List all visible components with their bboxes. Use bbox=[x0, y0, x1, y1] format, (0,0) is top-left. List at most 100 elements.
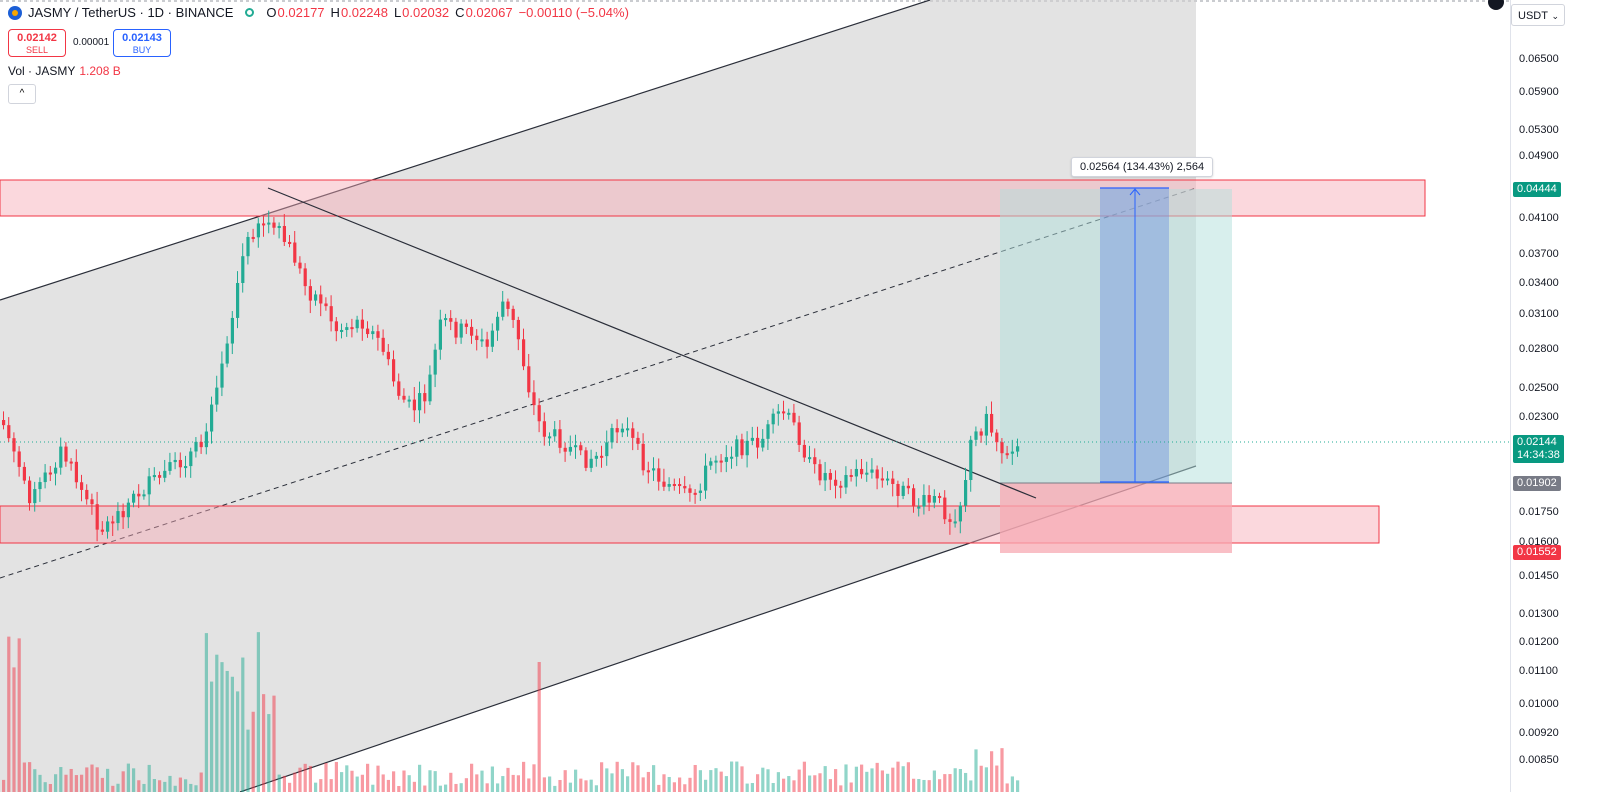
candle[interactable] bbox=[558, 429, 562, 448]
candle[interactable] bbox=[990, 413, 994, 433]
candle[interactable] bbox=[17, 451, 21, 467]
candle[interactable] bbox=[969, 439, 973, 481]
candle[interactable] bbox=[277, 225, 281, 228]
candle[interactable] bbox=[184, 466, 188, 469]
candle[interactable] bbox=[548, 436, 552, 439]
candle[interactable] bbox=[683, 486, 687, 489]
candle[interactable] bbox=[480, 339, 484, 342]
candle[interactable] bbox=[672, 484, 676, 487]
candle[interactable] bbox=[724, 457, 728, 462]
candle[interactable] bbox=[995, 432, 999, 443]
candle[interactable] bbox=[438, 319, 442, 350]
currency-select[interactable]: USDT ⌄ bbox=[1511, 4, 1565, 26]
candle[interactable] bbox=[454, 321, 458, 338]
descending-trendline[interactable] bbox=[267, 187, 1037, 499]
candle[interactable] bbox=[449, 318, 453, 322]
candle[interactable] bbox=[922, 494, 926, 507]
candle[interactable] bbox=[215, 387, 219, 405]
candle[interactable] bbox=[594, 455, 598, 459]
candle[interactable] bbox=[849, 474, 853, 477]
candle[interactable] bbox=[797, 422, 801, 445]
candle[interactable] bbox=[314, 294, 318, 301]
collapse-legend-button[interactable]: ^ bbox=[8, 84, 36, 104]
candle[interactable] bbox=[423, 393, 427, 402]
candle[interactable] bbox=[1016, 446, 1020, 452]
candle[interactable] bbox=[834, 479, 838, 486]
candle[interactable] bbox=[501, 301, 505, 317]
candle[interactable] bbox=[80, 482, 84, 490]
candle[interactable] bbox=[516, 319, 520, 340]
candle[interactable] bbox=[828, 472, 832, 480]
candle[interactable] bbox=[932, 495, 936, 503]
candle[interactable] bbox=[979, 431, 983, 436]
candle[interactable] bbox=[704, 465, 708, 491]
candle[interactable] bbox=[568, 446, 572, 452]
candle[interactable] bbox=[366, 328, 370, 335]
candle[interactable] bbox=[303, 268, 307, 287]
candle[interactable] bbox=[459, 323, 463, 338]
candle[interactable] bbox=[230, 317, 234, 344]
candle[interactable] bbox=[927, 494, 931, 503]
candle[interactable] bbox=[615, 428, 619, 433]
candle[interactable] bbox=[802, 444, 806, 458]
price-scale[interactable]: USDT ⌄ 0.06500 0.05900 0.05300 0.04900 0.041… bbox=[1510, 0, 1599, 792]
candle[interactable] bbox=[142, 494, 146, 497]
candle[interactable] bbox=[823, 472, 827, 481]
candle[interactable] bbox=[121, 511, 125, 518]
candle[interactable] bbox=[288, 241, 292, 244]
chart-canvas[interactable] bbox=[0, 0, 1510, 792]
candle[interactable] bbox=[38, 482, 42, 490]
candle[interactable] bbox=[761, 438, 765, 448]
candlesticks[interactable] bbox=[2, 210, 1020, 542]
candle[interactable] bbox=[870, 469, 874, 473]
candle[interactable] bbox=[626, 428, 630, 431]
candle[interactable] bbox=[189, 451, 193, 467]
candle[interactable] bbox=[787, 412, 791, 415]
long-position-stop[interactable] bbox=[1000, 483, 1232, 553]
candle[interactable] bbox=[485, 339, 489, 347]
candle[interactable] bbox=[574, 445, 578, 448]
candle[interactable] bbox=[698, 490, 702, 493]
candle[interactable] bbox=[2, 420, 6, 426]
candle[interactable] bbox=[652, 468, 656, 471]
candle[interactable] bbox=[756, 437, 760, 448]
candle[interactable] bbox=[194, 441, 198, 452]
candle[interactable] bbox=[667, 484, 671, 487]
candle[interactable] bbox=[397, 381, 401, 396]
candle[interactable] bbox=[59, 446, 63, 468]
candle[interactable] bbox=[173, 459, 177, 463]
candle[interactable] bbox=[984, 413, 988, 436]
candle[interactable] bbox=[506, 301, 510, 309]
candle[interactable] bbox=[329, 306, 333, 322]
candle[interactable] bbox=[48, 472, 52, 475]
candle[interactable] bbox=[90, 499, 94, 505]
candle[interactable] bbox=[470, 326, 474, 336]
candle[interactable] bbox=[251, 236, 255, 239]
candle[interactable] bbox=[412, 399, 416, 411]
candle[interactable] bbox=[740, 439, 744, 456]
candle[interactable] bbox=[371, 331, 375, 335]
candle[interactable] bbox=[792, 412, 796, 423]
candle[interactable] bbox=[54, 467, 58, 474]
candle[interactable] bbox=[267, 222, 271, 225]
candle[interactable] bbox=[880, 478, 884, 481]
candle[interactable] bbox=[324, 303, 328, 307]
candle[interactable] bbox=[152, 475, 156, 478]
candle[interactable] bbox=[854, 468, 858, 477]
candle[interactable] bbox=[1010, 451, 1014, 454]
candle[interactable] bbox=[95, 504, 99, 530]
candle[interactable] bbox=[433, 349, 437, 375]
candle[interactable] bbox=[111, 521, 115, 524]
candle[interactable] bbox=[636, 437, 640, 444]
candle[interactable] bbox=[428, 374, 432, 402]
candle[interactable] bbox=[43, 472, 47, 483]
candle[interactable] bbox=[745, 440, 749, 456]
candle[interactable] bbox=[444, 318, 448, 321]
candle[interactable] bbox=[126, 502, 130, 518]
candle[interactable] bbox=[537, 405, 541, 422]
candle[interactable] bbox=[163, 470, 167, 478]
candle[interactable] bbox=[178, 459, 182, 468]
candle[interactable] bbox=[22, 466, 26, 481]
candle[interactable] bbox=[662, 481, 666, 487]
candle[interactable] bbox=[771, 413, 775, 425]
